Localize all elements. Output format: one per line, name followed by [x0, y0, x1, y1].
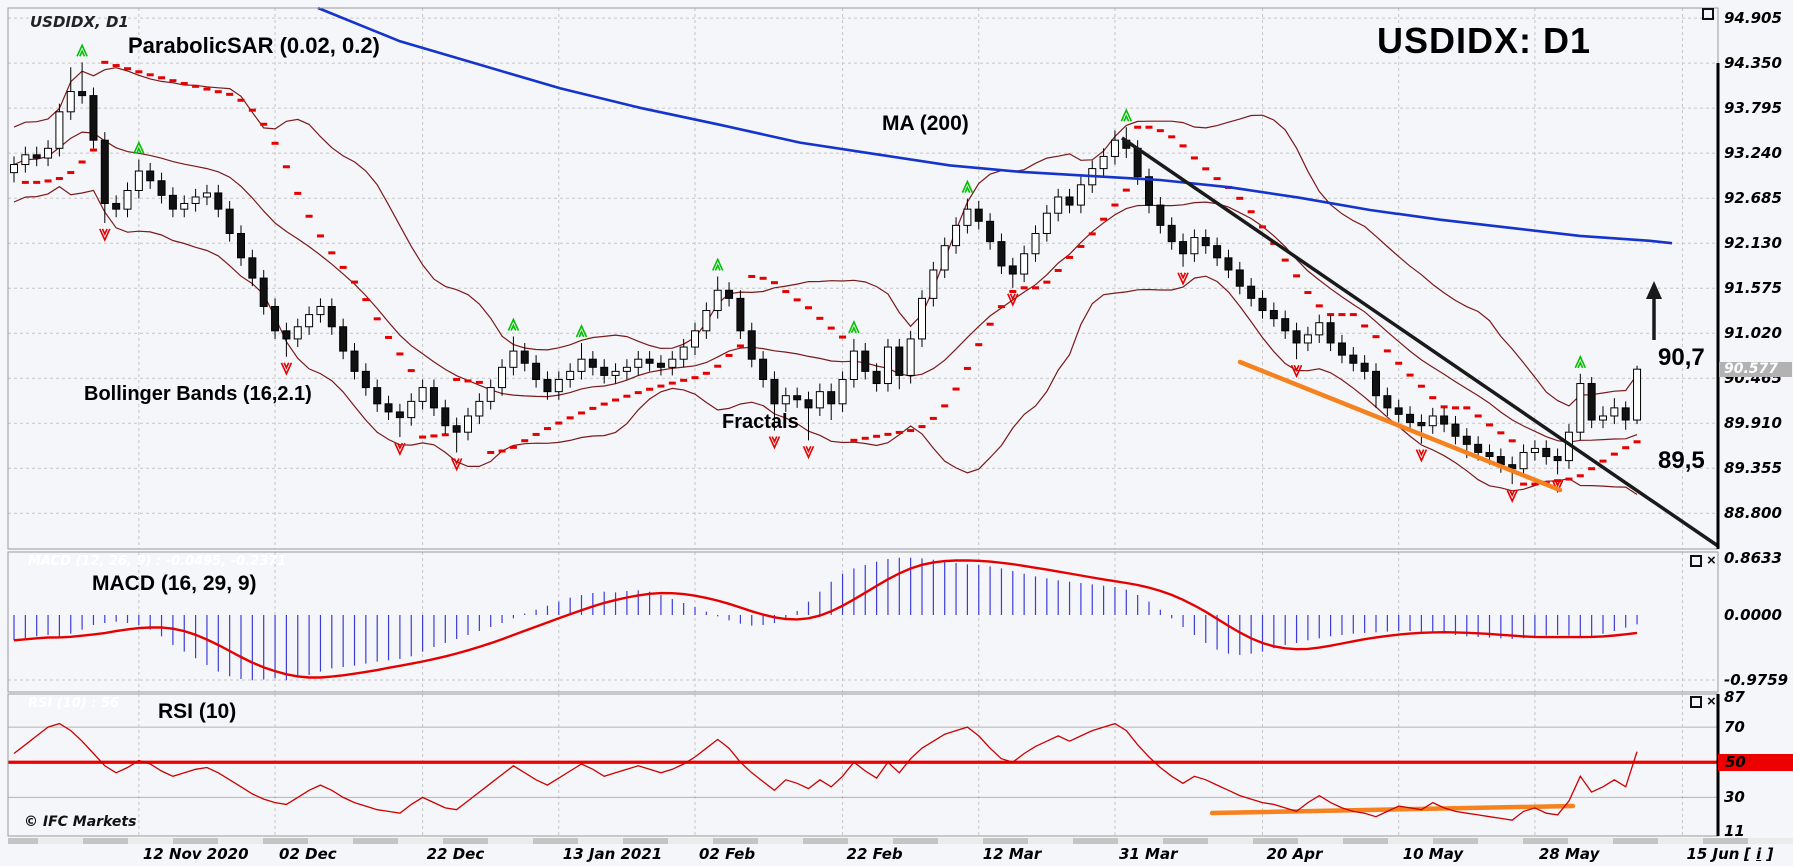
history-start-icon[interactable]: [ i ]	[1744, 845, 1774, 863]
date-axis-label: 10 May	[1402, 845, 1464, 863]
price-axis-label: 91.020	[1724, 324, 1782, 343]
rsi-window-faint-label: RSI (10) : 56	[28, 696, 120, 711]
rsi-window-controls: ×	[1690, 693, 1716, 710]
price-axis-label: 91.575	[1724, 279, 1782, 298]
price-axis-label: 94.905	[1724, 9, 1782, 28]
macd-signal-line	[13, 559, 1638, 679]
drawn-objects	[1121, 136, 1719, 548]
price-axis-label: 94.350	[1724, 54, 1782, 73]
macd-panel	[13, 557, 1638, 681]
indicator-label-fractals: Fractals	[722, 411, 799, 433]
macd-window-controls: ×	[1690, 552, 1716, 569]
rsi-axis-label: 30	[1724, 788, 1745, 807]
price-axis-label: 89.355	[1724, 459, 1782, 478]
broker-copyright: © IFC Markets	[24, 814, 137, 830]
fractal-markers	[76, 43, 1587, 504]
rsi-panel	[8, 722, 1718, 821]
rsi-level-50-tag: 50	[1718, 754, 1793, 772]
descending-trendline[interactable]	[1121, 136, 1719, 548]
price-axis-label: 88.800	[1724, 504, 1782, 523]
price-axis-label: 89.910	[1724, 414, 1782, 433]
indicator-label-macd: MACD (16, 29, 9)	[92, 572, 257, 595]
rsi-axis-label: 70	[1724, 718, 1745, 737]
date-axis-label: 13 Jan 2021	[562, 845, 663, 863]
main-chart-window-controls	[1702, 8, 1714, 20]
indicator-label-parabolic-sar: ParabolicSAR (0.02, 0.2)	[128, 33, 380, 58]
ma200	[317, 6, 1673, 245]
bollinger-middle	[13, 131, 1638, 443]
date-axis-label: 02 Feb	[699, 845, 756, 863]
price-callout-low: 89,5	[1658, 447, 1705, 474]
date-axis-label: 20 Apr	[1266, 845, 1323, 863]
macd-axis-label: 0.8633	[1724, 548, 1782, 567]
candlestick-series	[10, 62, 1642, 485]
current-price-tag: 90.577	[1719, 362, 1792, 378]
date-axis-label: 12 Mar	[982, 845, 1042, 863]
date-axis-label: 22 Feb	[846, 845, 903, 863]
rsi-axis-label: 87	[1724, 688, 1745, 707]
price-axis-label: 93.795	[1724, 99, 1782, 118]
minimize-icon[interactable]	[1702, 8, 1714, 20]
date-axis-label: 28 May	[1538, 845, 1600, 863]
price-axis-label: 93.240	[1724, 144, 1782, 163]
panel-backgrounds	[8, 8, 1718, 836]
indicator-label-bollinger: Bollinger Bands (16,2.1)	[84, 383, 312, 405]
parabolic-sar-series	[21, 60, 1641, 486]
ma200-line	[317, 6, 1673, 245]
indicator-label-ma200: MA (200)	[882, 112, 969, 135]
price-axis-label: 92.130	[1724, 234, 1782, 253]
date-axis-label: 02 Dec	[279, 845, 337, 863]
macd-window-faint-label: MACD (12, 26, 9) : -0.0495, -0.2371	[28, 554, 287, 569]
indicator-label-rsi: RSI (10)	[158, 700, 237, 723]
rsi-line	[13, 722, 1638, 821]
symbol-timeframe-label: USDIDX, D1	[30, 13, 129, 31]
macd-axis-label: -0.9759	[1724, 670, 1789, 689]
date-axis-label: 15 Jun	[1686, 845, 1740, 863]
horizontal-scrollbar[interactable]	[8, 838, 1793, 844]
date-axis-label: 22 Dec	[426, 845, 485, 863]
chart-watermark-title: USDIDX: D1	[1377, 20, 1592, 61]
bollinger-upper	[13, 67, 1638, 407]
close-icon[interactable]: ×	[1707, 552, 1716, 569]
date-axis-label: 12 Nov 2020	[142, 845, 249, 863]
restore-icon[interactable]	[1690, 696, 1702, 708]
restore-icon[interactable]	[1690, 555, 1702, 567]
date-axis-label: 31 Mar	[1118, 845, 1178, 863]
orange-support-line[interactable]	[1237, 359, 1563, 493]
price-callout-high: 90,7	[1658, 344, 1705, 371]
close-icon[interactable]: ×	[1707, 693, 1716, 710]
price-axis-label: 92.685	[1724, 189, 1782, 208]
macd-axis-label: 0.0000	[1724, 606, 1782, 624]
rsi-axis-label: 11	[1724, 821, 1745, 840]
